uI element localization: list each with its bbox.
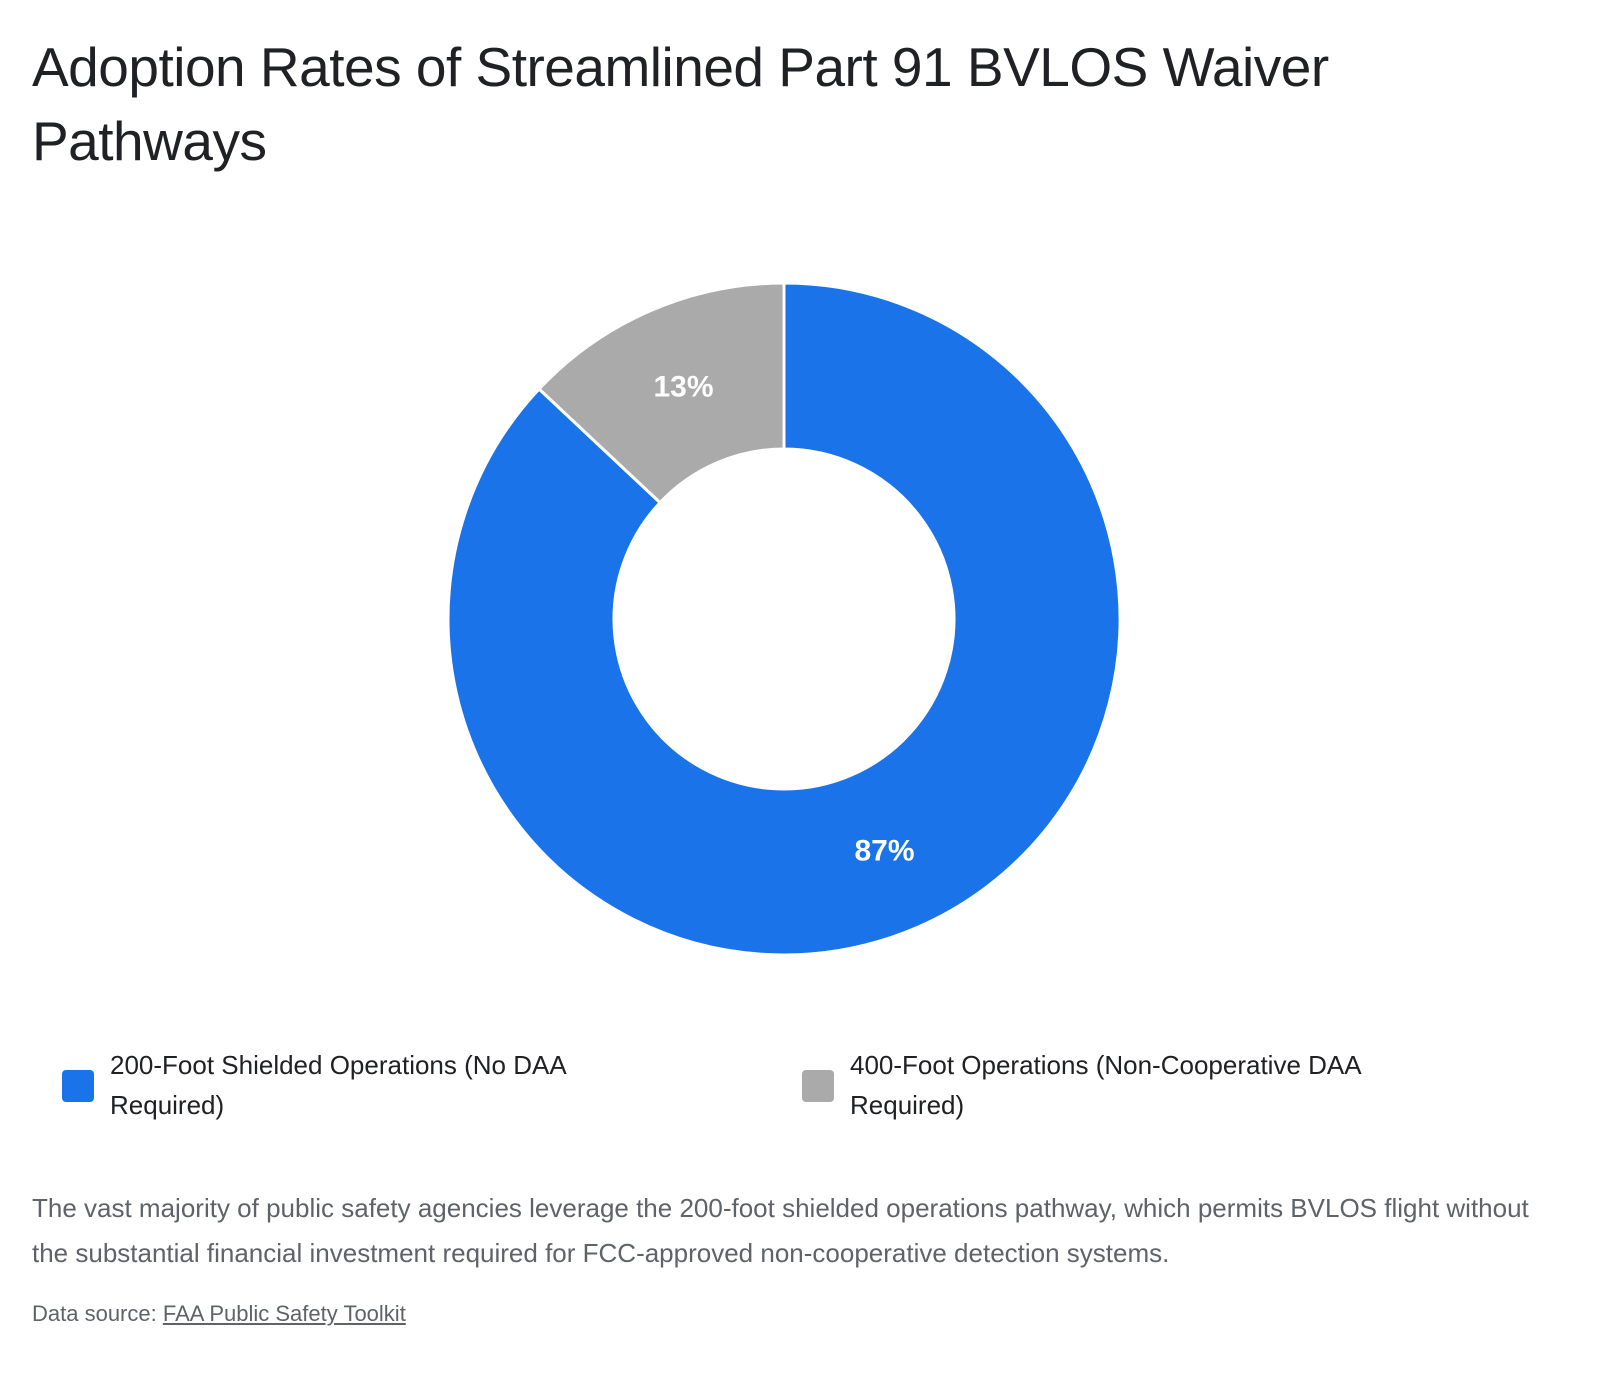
data-source-link[interactable]: FAA Public Safety Toolkit: [162, 1301, 406, 1326]
donut-slice-labels: 87% 13%: [653, 370, 914, 867]
donut-slice-1[interactable]: [536, 281, 786, 505]
legend-swatch-400-foot: [802, 1070, 834, 1102]
data-source-label: Data source:: [32, 1301, 157, 1326]
legend-label-400-foot: 400-Foot Operations (Non-Cooperative DAA…: [850, 1050, 1361, 1120]
donut-slice-label-1: 13%: [653, 370, 713, 403]
donut-slice-0[interactable]: [446, 281, 1122, 957]
donut-chart: 87% 13%: [446, 281, 1122, 957]
donut-slice-label-0: 87%: [854, 835, 914, 868]
legend-label-200-foot: 200-Foot Shielded Operations (No DAA Req…: [110, 1050, 566, 1120]
donut-slices: [446, 281, 1122, 957]
data-source: Data source: FAA Public Safety Toolkit: [32, 1298, 406, 1330]
legend-swatch-200-foot: [62, 1070, 94, 1102]
chart-description: The vast majority of public safety agenc…: [32, 1193, 1529, 1268]
legend: 200-Foot Shielded Operations (No DAA Req…: [62, 1045, 1542, 1135]
chart-title: Adoption Rates of Streamlined Part 91 BV…: [32, 36, 1329, 172]
